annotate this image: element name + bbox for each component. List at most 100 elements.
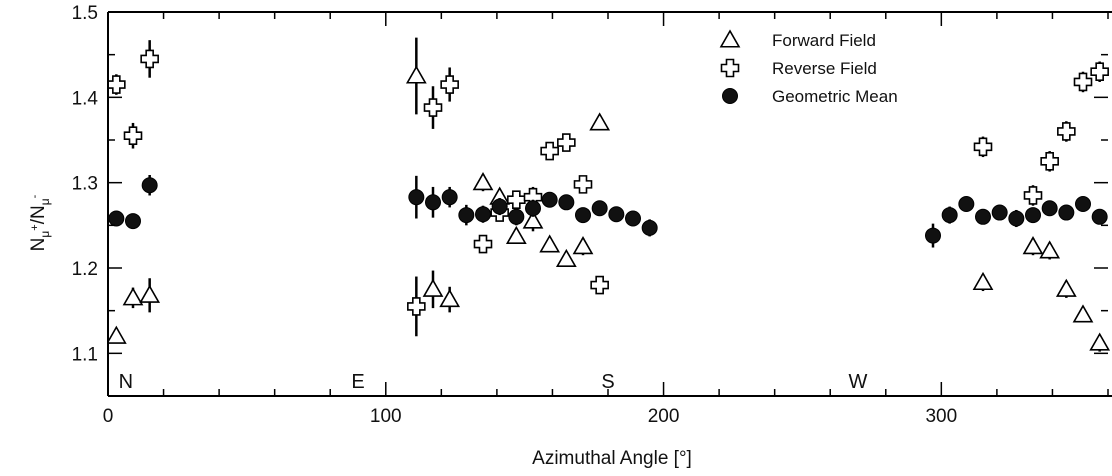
data-point-circle bbox=[1041, 200, 1058, 217]
data-point-circle bbox=[408, 189, 425, 206]
legend: Forward Field Reverse Field Geometric Mean bbox=[719, 29, 898, 106]
data-point-circle bbox=[491, 198, 508, 215]
data-point-circle bbox=[541, 191, 558, 208]
direction-label: N bbox=[119, 371, 133, 393]
data-point-triangle bbox=[122, 287, 144, 306]
data-point-triangle bbox=[1039, 240, 1061, 259]
data-point-circle bbox=[991, 204, 1008, 221]
data-point-cross bbox=[108, 75, 126, 94]
data-point-cross bbox=[1090, 62, 1109, 82]
data-point-circle bbox=[1025, 207, 1041, 224]
x-tick-label: 0 bbox=[103, 406, 114, 427]
direction-label: S bbox=[601, 371, 614, 393]
data-point-triangle bbox=[572, 236, 594, 255]
ylabel-sub: μ bbox=[38, 231, 52, 238]
data-point-circle bbox=[925, 227, 941, 244]
data-point-cross bbox=[423, 98, 443, 117]
data-point-triangle bbox=[1072, 304, 1094, 323]
data-point-triangle bbox=[439, 288, 461, 308]
legend-label: Geometric Mean bbox=[772, 87, 898, 106]
data-point-circle bbox=[525, 200, 541, 217]
data-point-cross bbox=[540, 141, 559, 161]
y-tick-label: 1.5 bbox=[72, 3, 98, 24]
y-axis-label: Nμ+/Nμ- bbox=[28, 194, 52, 251]
data-point-circle bbox=[508, 208, 525, 225]
data-point-circle bbox=[958, 196, 975, 212]
data-point-triangle bbox=[505, 225, 527, 244]
data-point-circle bbox=[125, 213, 141, 230]
data-point-cross bbox=[440, 75, 459, 94]
data-point-circle bbox=[458, 207, 475, 224]
data-point-triangle bbox=[405, 65, 427, 84]
data-point-cross bbox=[123, 126, 143, 146]
data-point-circle bbox=[608, 206, 625, 223]
ylabel-sup: - bbox=[29, 194, 41, 198]
data-point-triangle bbox=[1022, 236, 1044, 255]
data-point-cross bbox=[590, 275, 609, 295]
ylabel-base: N bbox=[28, 238, 49, 252]
data-point-circle bbox=[1058, 204, 1075, 221]
data-point-triangle bbox=[1089, 332, 1111, 351]
y-tick-label: 1.1 bbox=[72, 344, 98, 365]
ylabel-sup: + bbox=[29, 224, 41, 230]
data-point-circle bbox=[975, 208, 991, 225]
data-point-cross bbox=[140, 49, 159, 69]
data-point-circle bbox=[625, 210, 641, 227]
series-reverse-field bbox=[108, 40, 1109, 337]
data-point-cross bbox=[720, 58, 740, 78]
direction-label: W bbox=[849, 371, 868, 393]
data-point-circle bbox=[141, 177, 158, 194]
data-point-circle bbox=[558, 194, 575, 211]
data-point-cross bbox=[407, 297, 426, 316]
data-point-triangle bbox=[1055, 278, 1077, 297]
data-point-triangle bbox=[539, 234, 561, 253]
data-point-cross bbox=[473, 234, 493, 254]
ylabel-sub: μ bbox=[38, 198, 52, 205]
data-point-triangle bbox=[972, 271, 994, 291]
x-tick-label: 200 bbox=[648, 406, 680, 427]
y-tick-label: 1.2 bbox=[72, 259, 98, 280]
data-point-cross bbox=[1040, 152, 1059, 171]
data-point-cross bbox=[1023, 186, 1043, 205]
legend-label: Forward Field bbox=[772, 31, 876, 50]
legend-label: Reverse Field bbox=[772, 59, 877, 78]
data-point-circle bbox=[1091, 208, 1108, 225]
data-point-circle bbox=[1008, 210, 1025, 227]
data-point-triangle bbox=[589, 112, 611, 131]
data-point-circle bbox=[475, 206, 491, 223]
data-point-circle bbox=[941, 207, 958, 224]
x-axis-label: Azimuthal Angle [°] bbox=[532, 448, 692, 469]
direction-label: E bbox=[351, 371, 364, 393]
data-point-cross bbox=[557, 133, 576, 152]
data-point-triangle bbox=[522, 210, 544, 229]
data-point-circle bbox=[591, 200, 608, 217]
data-layer bbox=[108, 37, 1111, 352]
data-point-circle bbox=[425, 194, 441, 211]
ylabel-sep: / bbox=[28, 218, 49, 224]
data-point-cross bbox=[973, 137, 993, 157]
data-point-triangle bbox=[422, 278, 444, 297]
axes: 0 100 200 300 1.1 1.2 1.3 1.4 1.5 N E S W bbox=[72, 3, 1112, 427]
series-forward-field bbox=[108, 37, 1111, 352]
data-point-triangle bbox=[472, 172, 494, 191]
series-geometric-mean bbox=[108, 174, 1108, 248]
y-tick-label: 1.4 bbox=[72, 88, 99, 109]
data-point-cross bbox=[573, 175, 593, 194]
data-point-cross bbox=[1073, 72, 1093, 92]
data-point-cross bbox=[1057, 122, 1076, 141]
data-point-triangle bbox=[108, 325, 127, 344]
data-point-circle bbox=[575, 207, 591, 224]
ylabel-base: N bbox=[28, 205, 49, 219]
data-point-circle bbox=[441, 189, 458, 206]
data-point-cross bbox=[507, 190, 526, 210]
data-point-triangle bbox=[719, 29, 741, 48]
x-tick-label: 100 bbox=[370, 406, 402, 427]
data-point-circle bbox=[1075, 196, 1091, 212]
data-point-circle bbox=[641, 219, 658, 236]
y-tick-label: 1.3 bbox=[72, 174, 98, 195]
x-tick-label: 300 bbox=[925, 406, 957, 427]
data-point-circle bbox=[108, 210, 125, 227]
data-point-triangle bbox=[139, 284, 161, 303]
data-point-circle bbox=[722, 88, 738, 104]
